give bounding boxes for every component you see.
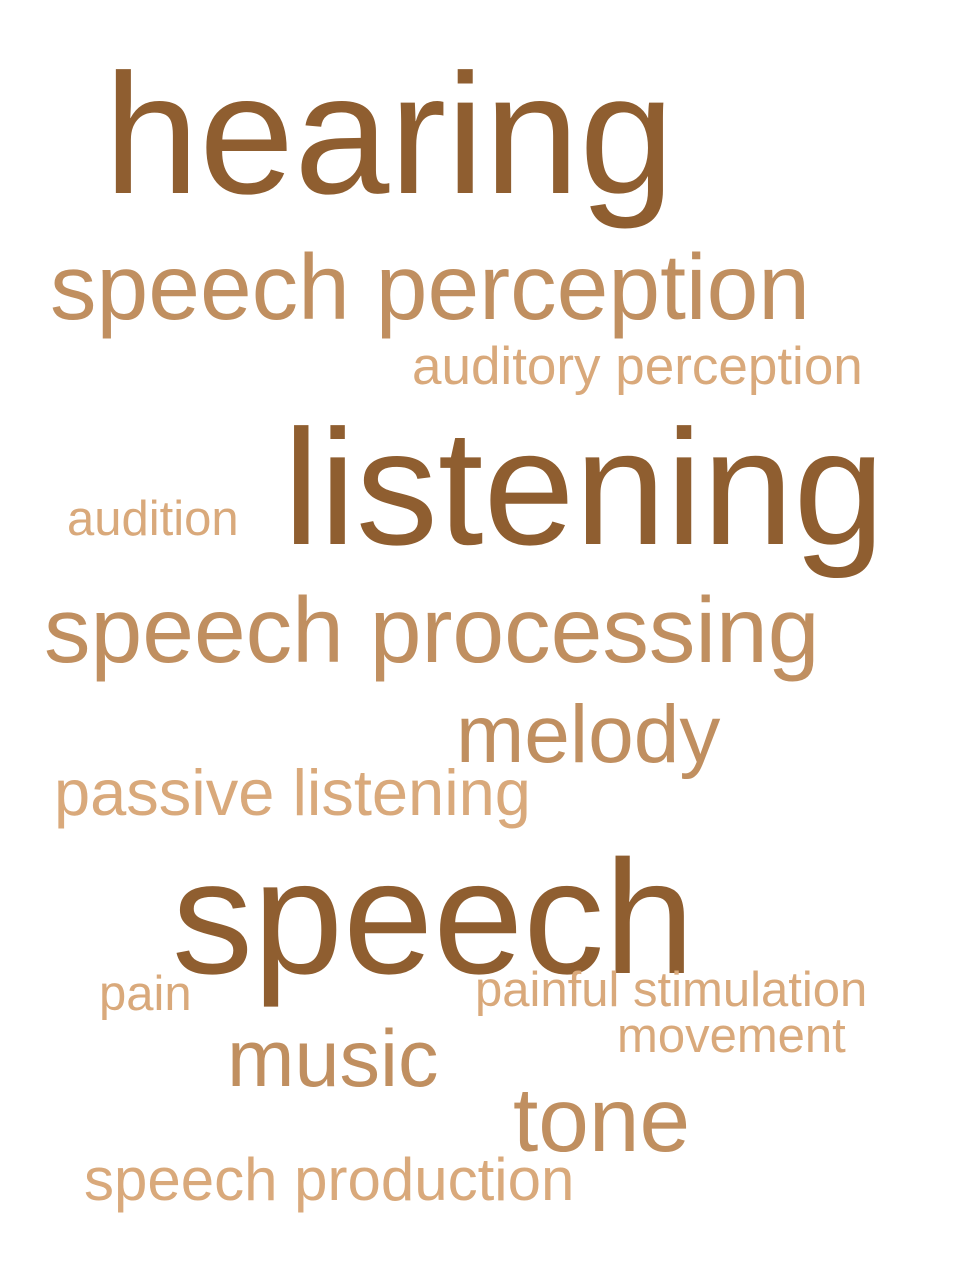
- word-audition: audition: [67, 492, 239, 546]
- word-painful-stimulation: painful stimulation: [475, 963, 868, 1017]
- word-speech: speech: [172, 827, 695, 1008]
- word-music: music: [227, 1014, 439, 1104]
- word-movement: movement: [617, 1009, 846, 1063]
- word-hearing: hearing: [104, 39, 675, 230]
- word-speech-perception: speech perception: [50, 235, 811, 339]
- word-pain: pain: [99, 967, 192, 1021]
- word-melody: melody: [456, 689, 721, 780]
- word-speech-processing: speech processing: [44, 578, 820, 682]
- word-tone: tone: [513, 1070, 691, 1171]
- word-auditory-perception: auditory perception: [412, 337, 863, 396]
- word-speech-production: speech production: [84, 1146, 575, 1213]
- word-passive-listening: passive listening: [54, 756, 531, 829]
- word-listening: listening: [283, 396, 885, 579]
